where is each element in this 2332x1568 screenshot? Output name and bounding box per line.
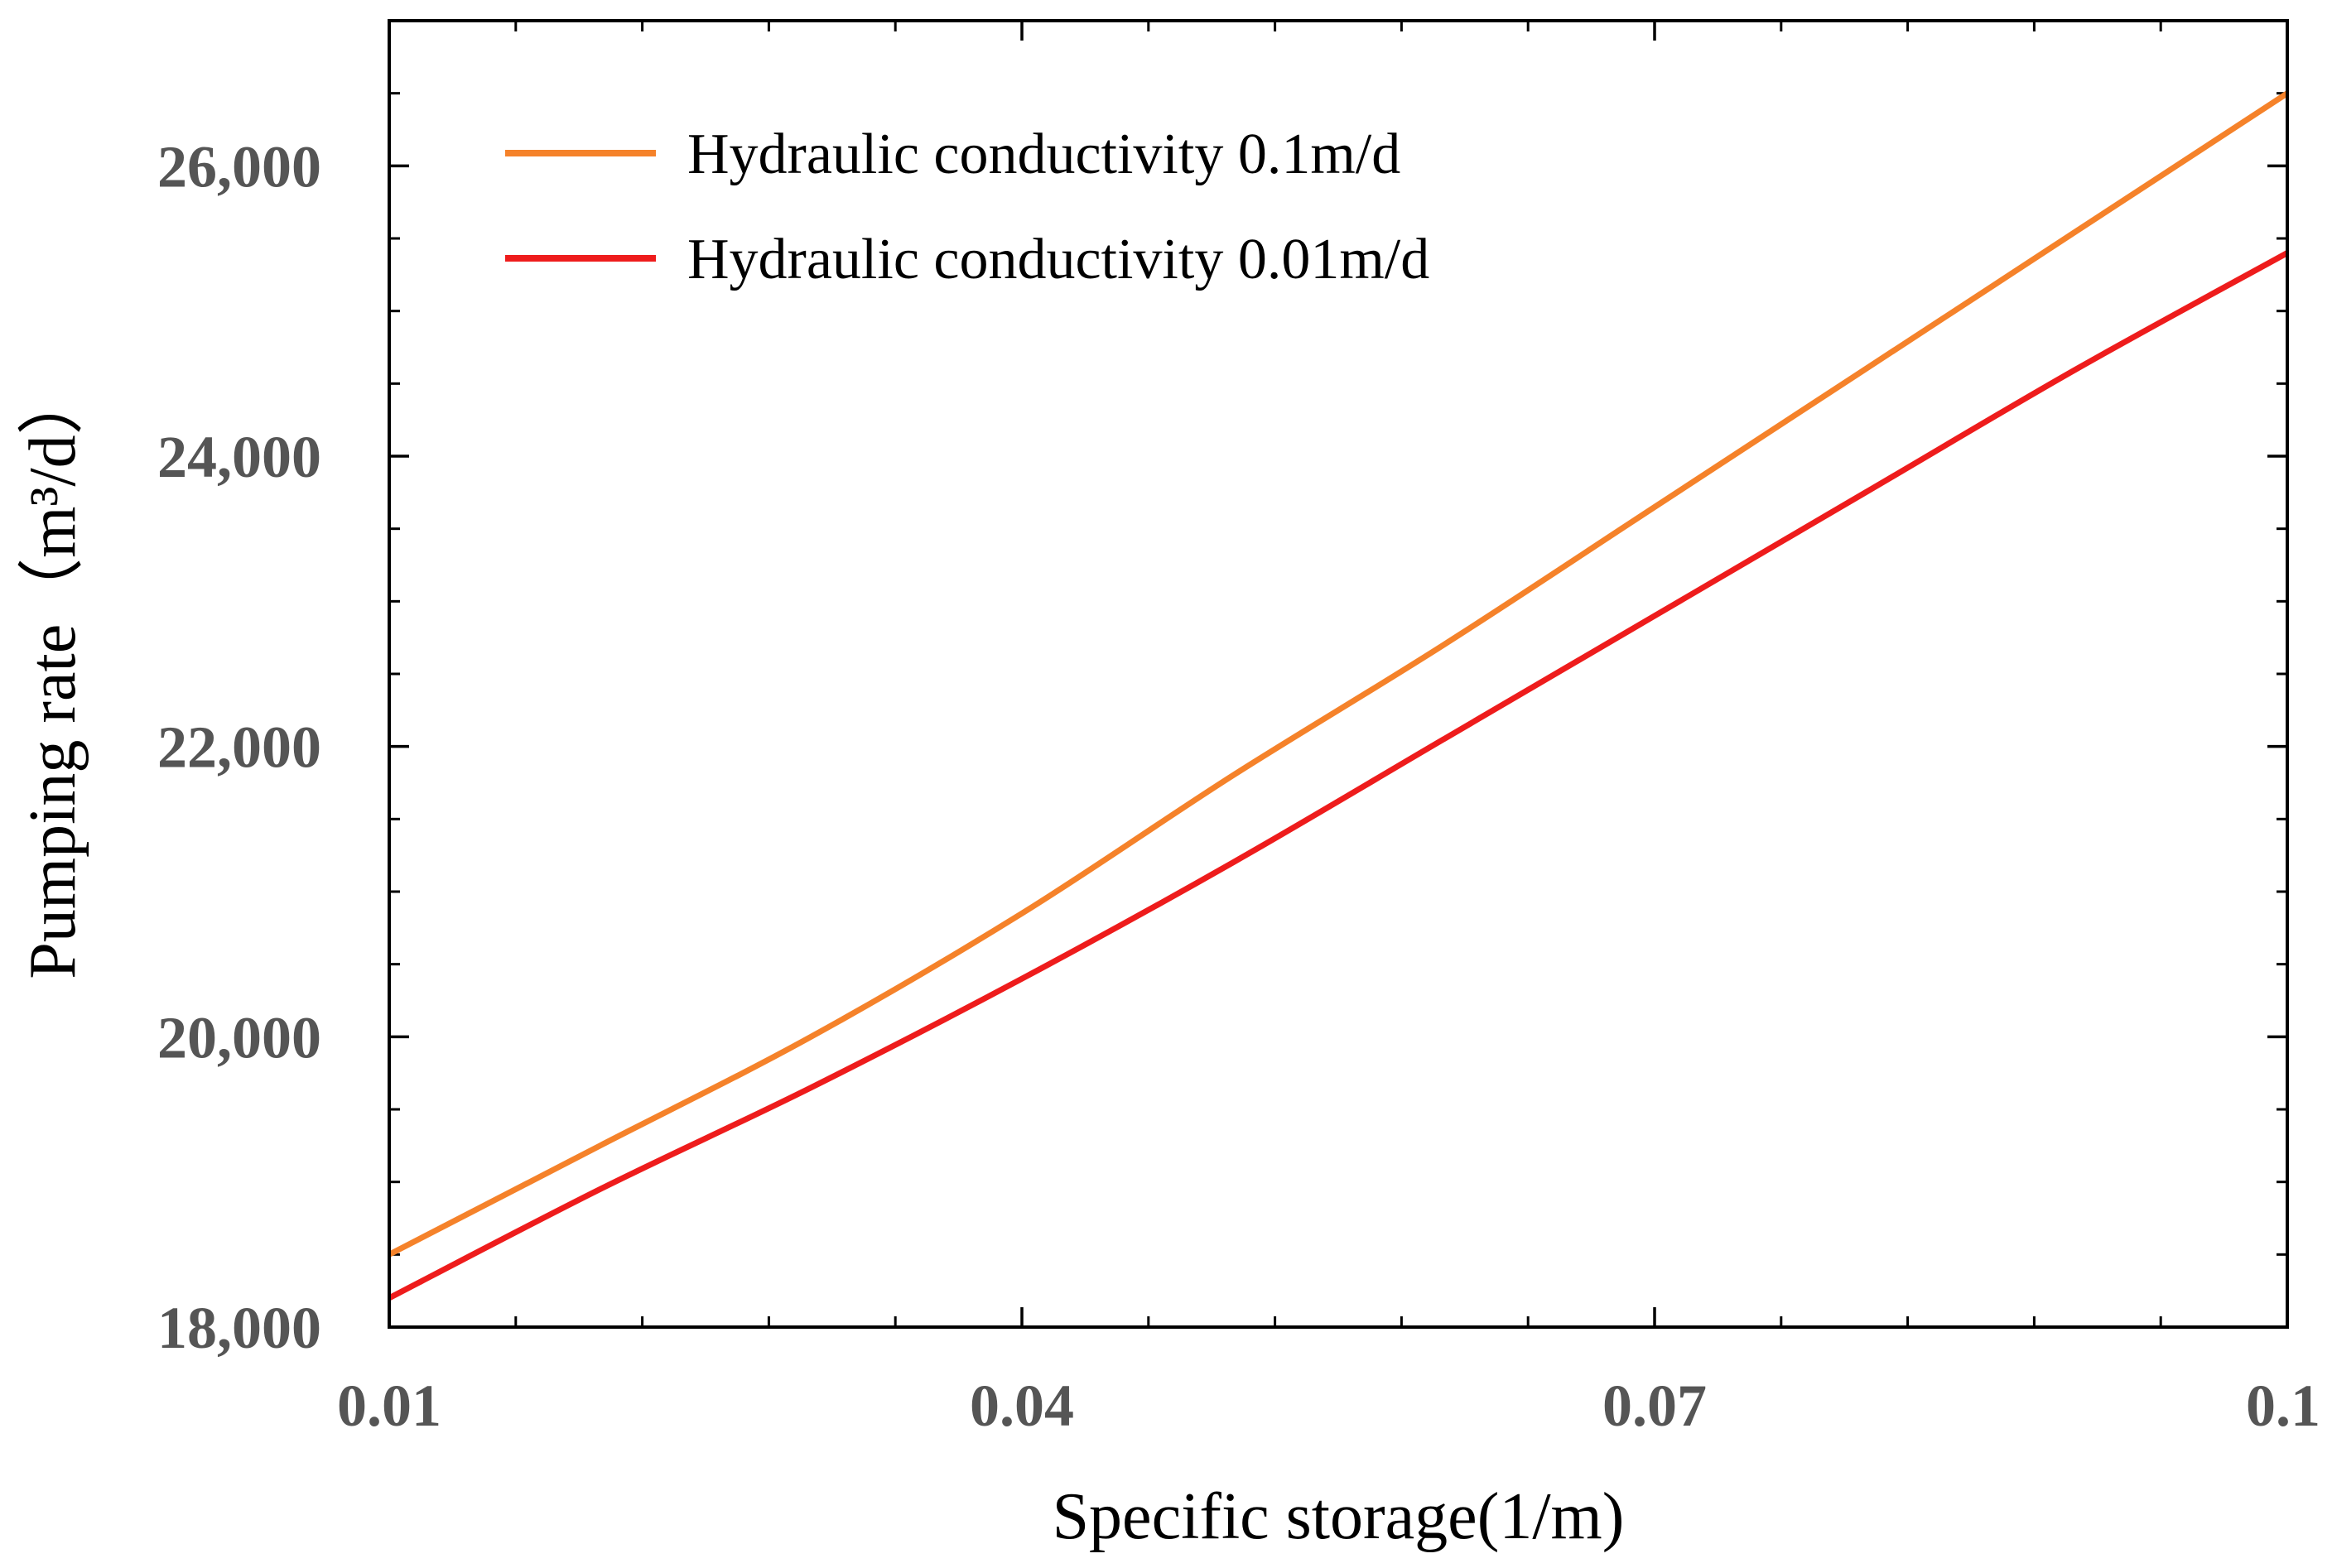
x-axis-title: Specific storage(1/m) <box>1053 1480 1625 1553</box>
x-tick-label: 0.1 <box>2246 1373 2320 1439</box>
series-layer <box>388 90 2289 1301</box>
y-axis-title: Pumping rate（m³/d） <box>17 368 89 979</box>
y-tick-label: 24,000 <box>157 424 321 490</box>
y-tick-label: 22,000 <box>157 714 321 781</box>
minor-ticks <box>389 21 2287 1327</box>
x-tick-label: 0.04 <box>970 1373 1074 1439</box>
x-tick-label: 0.07 <box>1602 1373 1707 1439</box>
series-line-2 <box>388 250 2289 1301</box>
legend: Hydraulic conductivity 0.1m/d Hydraulic c… <box>505 123 1429 291</box>
legend-label-2: Hydraulic conductivity 0.01m/d <box>687 228 1429 291</box>
x-tick-labels: 0.01 0.04 0.07 0.1 <box>337 1373 2320 1439</box>
y-tick-label: 26,000 <box>157 133 321 200</box>
y-tick-label: 20,000 <box>157 1004 321 1070</box>
major-ticks <box>388 21 2289 1329</box>
series-line-1 <box>388 90 2289 1258</box>
y-tick-label: 18,000 <box>157 1295 321 1361</box>
x-tick-label: 0.01 <box>337 1373 441 1439</box>
y-tick-labels: 18,000 20,000 22,000 24,000 26,000 <box>157 133 321 1361</box>
plot-frame <box>388 19 2289 1329</box>
legend-label-1: Hydraulic conductivity 0.1m/d <box>687 123 1400 186</box>
